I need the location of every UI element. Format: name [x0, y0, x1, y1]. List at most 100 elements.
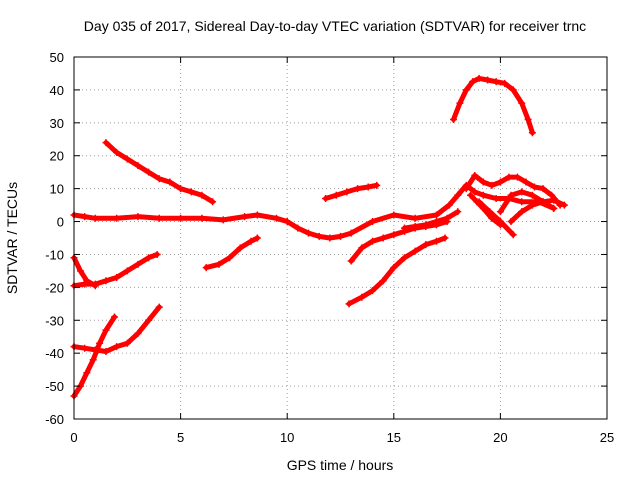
data-point — [83, 369, 91, 377]
data-point — [475, 74, 483, 82]
axis-ticks: 0 5 10 15 20 25 -60 -50 -40 -30 -20 -10 0 10 20 30 40 50 — [45, 50, 614, 445]
data-point — [469, 78, 477, 86]
x-tick-label: 25 — [600, 430, 614, 445]
data-point — [102, 348, 110, 356]
data-point — [326, 234, 334, 242]
data-series-14 — [475, 198, 517, 239]
y-tick-label: -10 — [45, 247, 64, 262]
data-point — [492, 78, 500, 86]
data-point — [496, 208, 504, 216]
data-point — [253, 211, 261, 219]
data-point — [332, 191, 340, 199]
data-point — [518, 198, 526, 206]
data-point — [505, 173, 513, 181]
data-series-group — [70, 74, 568, 400]
data-point — [518, 208, 526, 216]
data-point — [155, 175, 163, 183]
data-point — [373, 181, 381, 189]
y-tick-label: 50 — [50, 50, 64, 65]
data-point — [518, 99, 526, 107]
data-point — [471, 171, 479, 179]
data-point — [81, 344, 89, 352]
x-tick-label: 15 — [387, 430, 401, 445]
data-point — [226, 254, 234, 262]
data-point — [528, 201, 536, 209]
data-point — [479, 191, 487, 199]
data-point — [368, 287, 376, 295]
data-series-8 — [322, 181, 381, 203]
data-point — [294, 224, 302, 232]
data-point — [390, 231, 398, 239]
data-point — [322, 195, 330, 203]
data-point — [358, 293, 366, 301]
data-point — [550, 204, 558, 212]
data-point — [507, 191, 515, 199]
data-point — [379, 234, 387, 242]
data-point — [509, 231, 517, 239]
series-trace — [508, 197, 567, 224]
data-point — [305, 229, 313, 237]
y-tick-label: 40 — [50, 83, 64, 98]
data-point — [347, 257, 355, 265]
data-point — [177, 185, 185, 193]
data-point — [354, 185, 362, 193]
data-point — [364, 183, 372, 191]
data-point — [456, 99, 464, 107]
data-point — [113, 148, 121, 156]
data-series-7 — [202, 234, 261, 272]
data-point — [134, 213, 142, 221]
data-point — [501, 79, 509, 87]
data-point — [155, 303, 163, 311]
data-point — [539, 198, 547, 206]
data-point — [111, 313, 119, 321]
data-point — [560, 201, 568, 209]
data-point — [215, 260, 223, 268]
data-point — [155, 214, 163, 222]
data-point — [496, 178, 504, 186]
data-series-10 — [345, 234, 449, 308]
data-point — [345, 300, 353, 308]
data-point — [479, 178, 487, 186]
series-trace — [346, 235, 448, 307]
y-tick-label: -40 — [45, 346, 64, 361]
data-point — [432, 218, 440, 226]
data-point — [513, 173, 521, 181]
data-series-12 — [462, 171, 564, 209]
x-tick-label: 20 — [493, 430, 507, 445]
data-point — [390, 211, 398, 219]
data-point — [445, 201, 453, 209]
data-point — [524, 116, 532, 124]
data-point — [486, 208, 494, 216]
data-point — [528, 191, 536, 199]
x-tick-label: 10 — [280, 430, 294, 445]
data-point — [315, 232, 323, 240]
data-point — [81, 280, 89, 288]
data-series-5 — [70, 303, 163, 356]
data-series-4 — [70, 250, 161, 290]
data-series-11 — [449, 74, 536, 137]
data-point — [539, 185, 547, 193]
data-point — [422, 221, 430, 229]
y-tick-label: 10 — [50, 182, 64, 197]
data-series-16 — [507, 196, 568, 226]
data-point — [462, 86, 470, 94]
data-series-2 — [102, 139, 217, 206]
data-point — [113, 273, 121, 281]
data-point — [467, 191, 475, 199]
data-point — [81, 213, 89, 221]
data-point — [379, 277, 387, 285]
data-point — [145, 254, 153, 262]
data-point — [219, 216, 227, 224]
data-point — [134, 329, 142, 337]
data-point — [522, 178, 530, 186]
x-tick-label: 5 — [177, 430, 184, 445]
data-point — [241, 213, 249, 221]
data-point — [471, 188, 479, 196]
data-series-17 — [400, 208, 462, 232]
data-point — [449, 116, 457, 124]
data-point — [187, 188, 195, 196]
data-point — [253, 234, 261, 242]
data-point — [247, 237, 255, 245]
